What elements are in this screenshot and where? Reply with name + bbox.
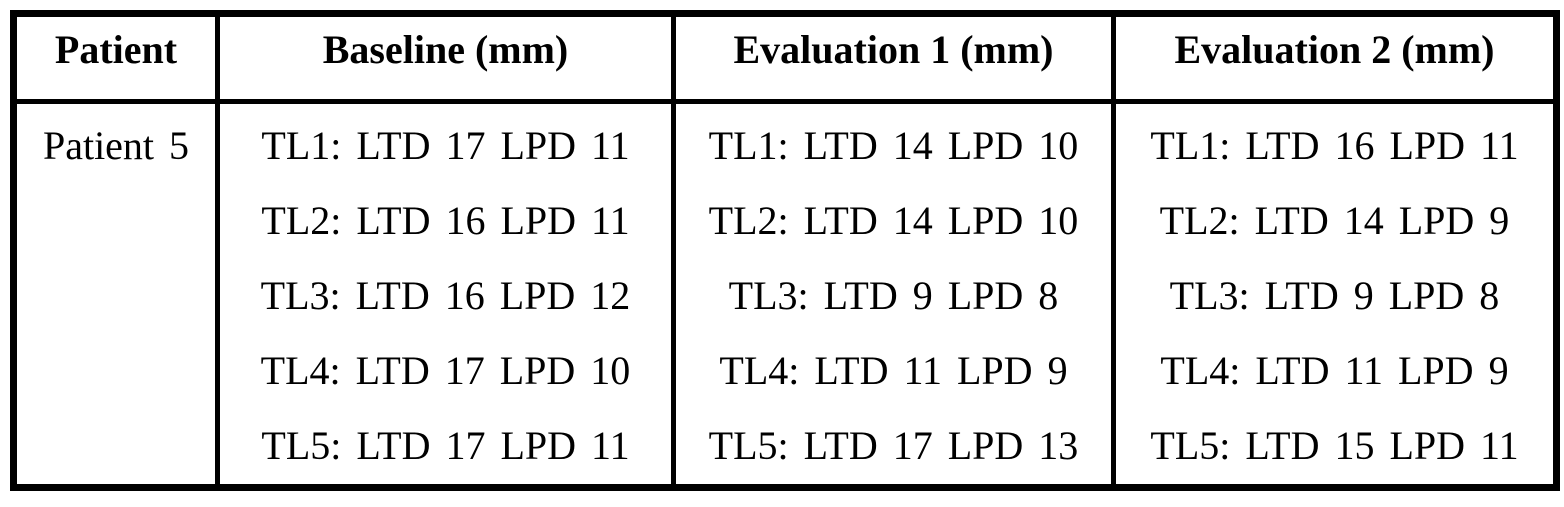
measurement-line-tl3: TL3: LTD 9 LPD 8 — [728, 273, 1059, 318]
evaluation-1-cell: TL1: LTD 14 LPD 10 TL2: LTD 14 LPD 10 TL… — [671, 99, 1116, 490]
evaluation-2-cell: TL1: LTD 16 LPD 11 TL2: LTD 14 LPD 9 TL3… — [1111, 99, 1559, 490]
measurement-line-tl1: TL1: LTD 16 LPD 11 — [1150, 123, 1519, 168]
baseline-cell: TL1: LTD 17 LPD 11 TL2: LTD 16 LPD 11 TL… — [215, 99, 676, 490]
col-header-baseline: Baseline (mm) — [215, 11, 676, 104]
measurement-line-tl5: TL5: LTD 17 LPD 13 — [708, 423, 1079, 468]
col-header-evaluation-2: Evaluation 2 (mm) — [1111, 11, 1559, 104]
col-header-evaluation-1: Evaluation 1 (mm) — [671, 11, 1116, 104]
measurement-line-tl4: TL4: LTD 11 LPD 9 — [1160, 348, 1509, 393]
measurement-line-tl2: TL2: LTD 14 LPD 10 — [708, 198, 1079, 243]
measurement-line-tl1: TL1: LTD 14 LPD 10 — [708, 123, 1079, 168]
table-row: Patient 5 TL1: LTD 17 LPD 11 TL2: LTD 16… — [11, 99, 1559, 490]
measurement-line-tl1: TL1: LTD 17 LPD 11 — [261, 123, 630, 168]
measurement-line-tl3: TL3: LTD 9 LPD 8 — [1169, 273, 1500, 318]
patient-measurements-table: Patient Baseline (mm) Evaluation 1 (mm) … — [10, 10, 1560, 491]
col-header-patient: Patient — [11, 11, 220, 104]
measurement-line-tl3: TL3: LTD 16 LPD 12 — [260, 273, 631, 318]
measurement-line-tl5: TL5: LTD 15 LPD 11 — [1150, 423, 1519, 468]
measurement-line-tl2: TL2: LTD 16 LPD 11 — [261, 198, 630, 243]
patient-cell: Patient 5 — [11, 99, 220, 490]
measurement-line-tl4: TL4: LTD 17 LPD 10 — [260, 348, 631, 393]
measurement-line-tl2: TL2: LTD 14 LPD 9 — [1159, 198, 1510, 243]
measurement-line-tl4: TL4: LTD 11 LPD 9 — [719, 348, 1068, 393]
measurement-line-tl5: TL5: LTD 17 LPD 11 — [261, 423, 630, 468]
patient-id: Patient 5 — [42, 123, 190, 168]
header-row: Patient Baseline (mm) Evaluation 1 (mm) … — [11, 11, 1559, 104]
